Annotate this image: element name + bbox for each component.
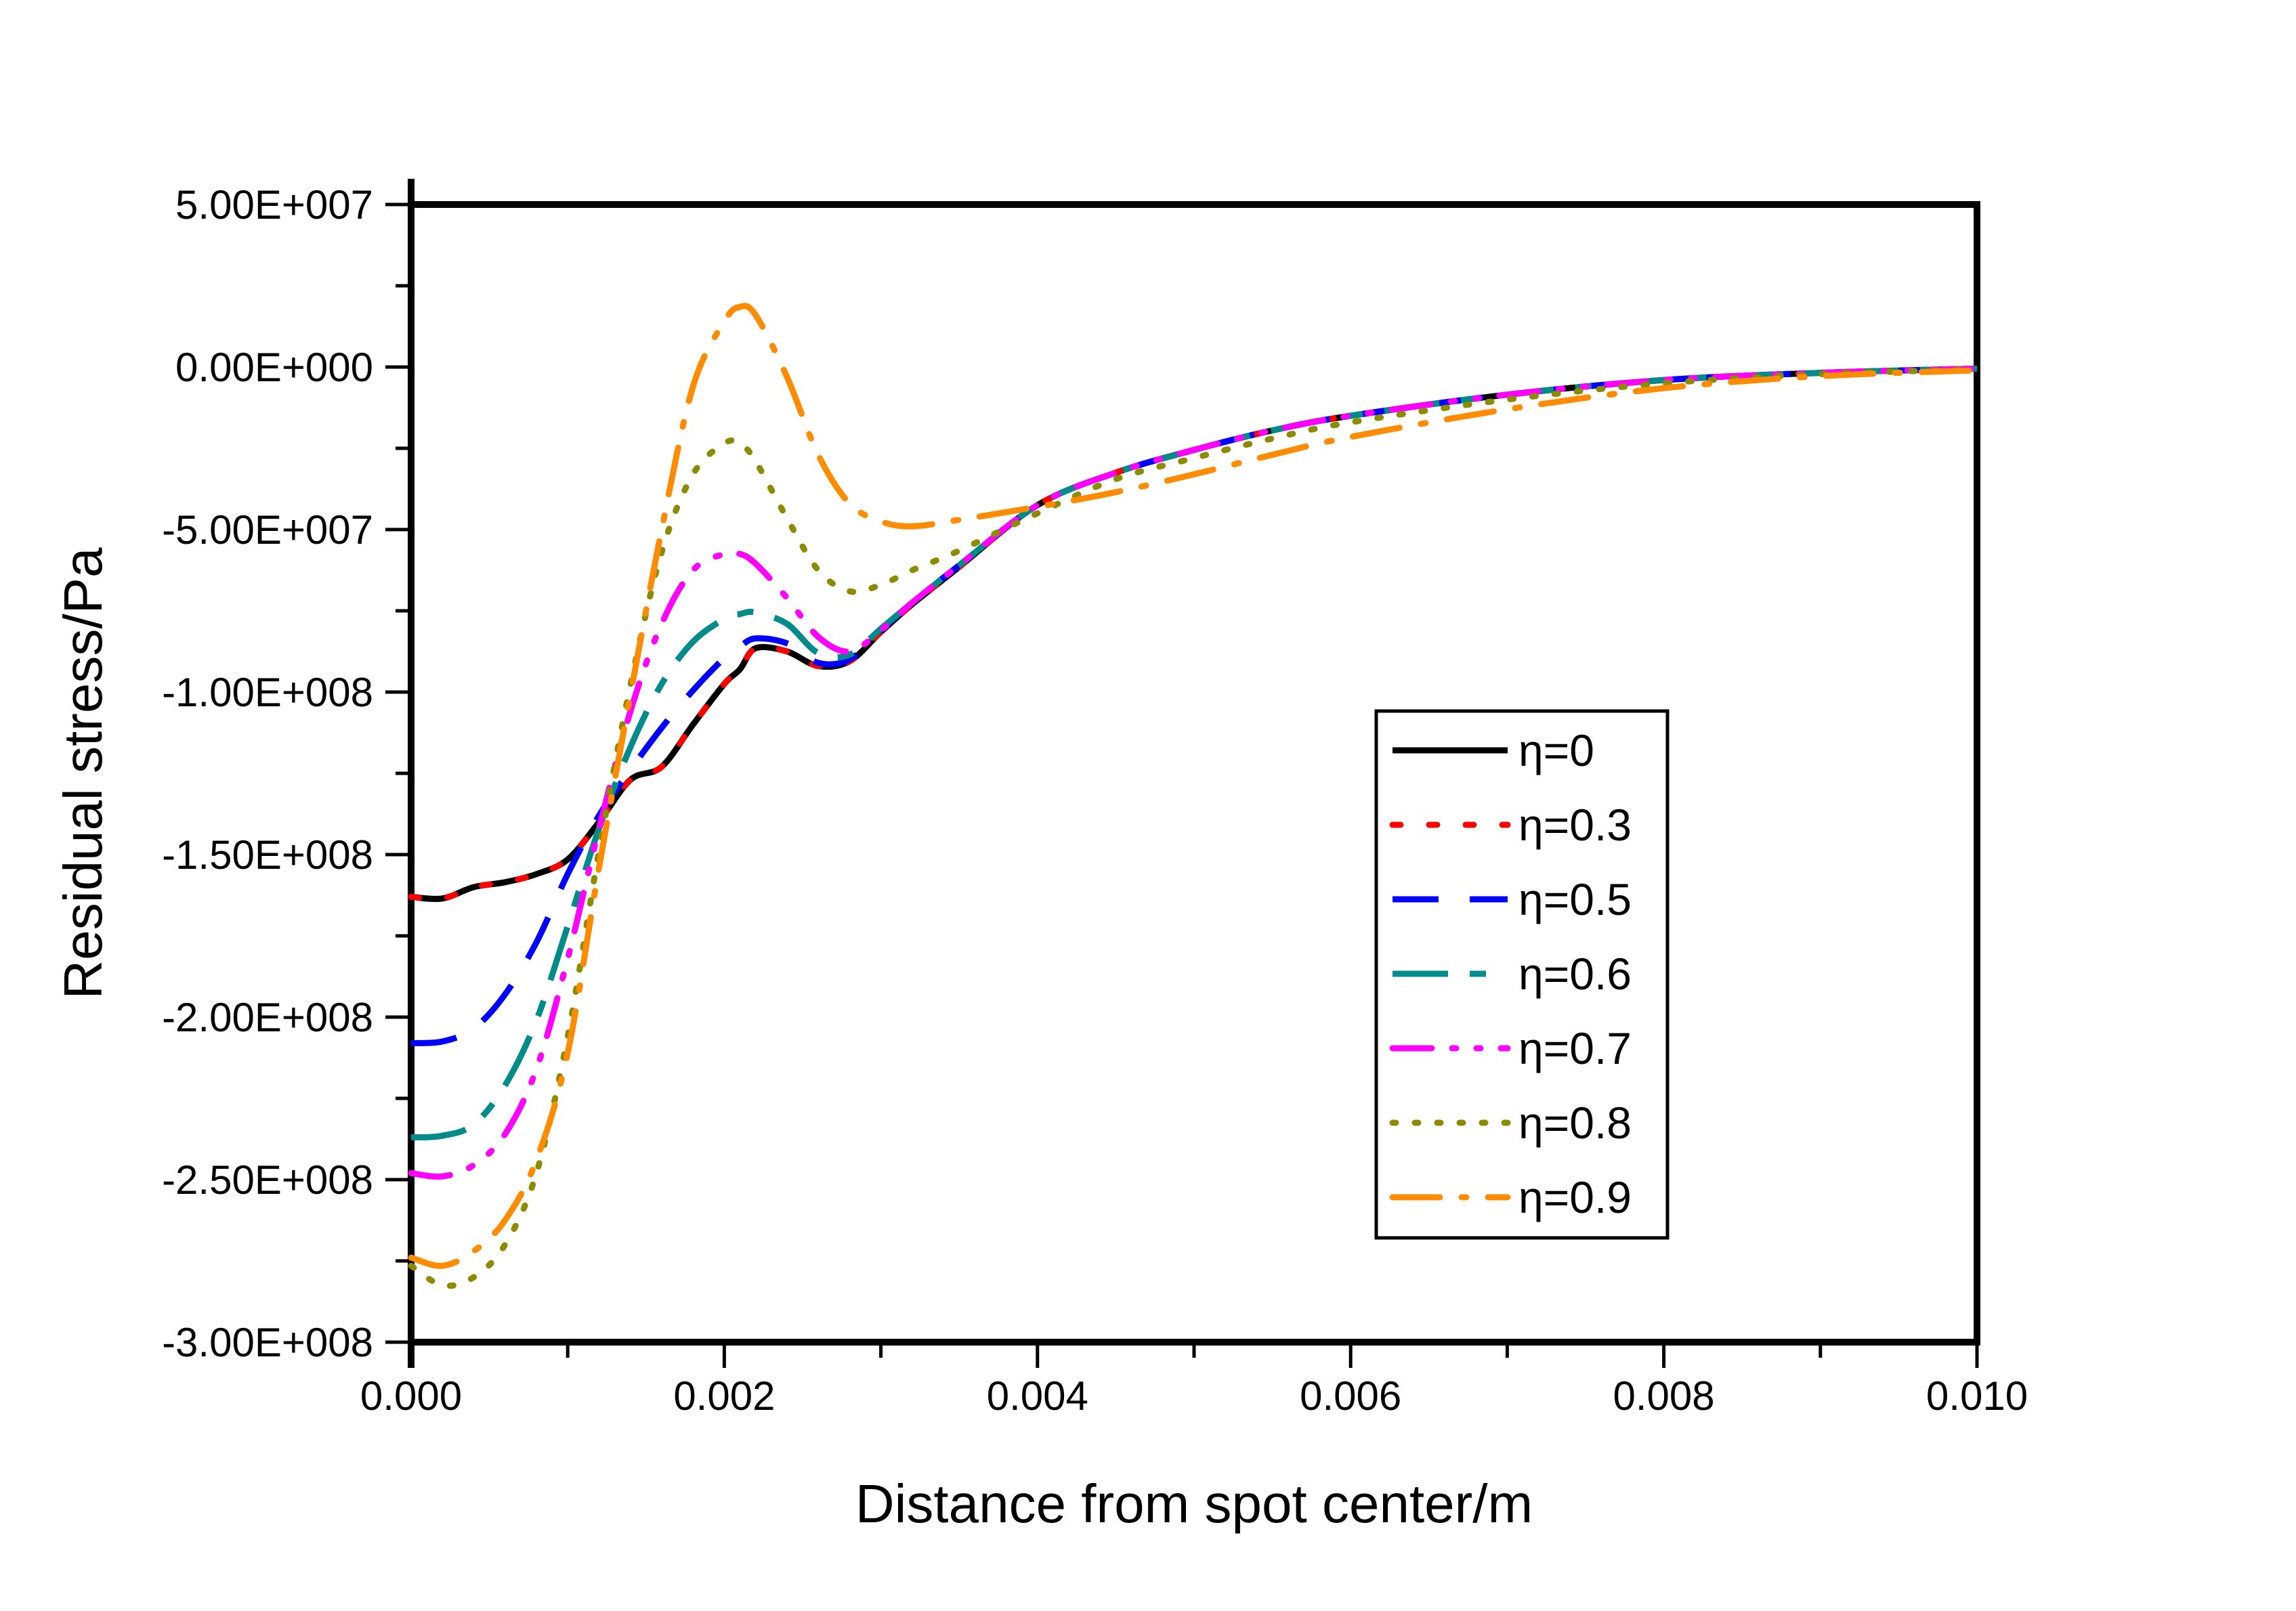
legend-label-η=0: η=0 [1518,725,1594,775]
x-tick-label: 0.008 [1613,1373,1715,1419]
legend-label-η=0.7: η=0.7 [1518,1023,1632,1073]
series-curve-η=0.6 [410,365,1978,1141]
x-tick-label: 0.002 [673,1373,775,1419]
chart-static-layer: Distance from spot center/m Residual str… [53,547,1533,1534]
legend-label-η=0.3: η=0.3 [1518,800,1632,850]
legend-label-η=0.8: η=0.8 [1518,1098,1632,1148]
series-curve-η=0.9 [408,303,1980,1269]
x-tick-label: 0.006 [1300,1373,1401,1419]
y-tick-label: -2.50E+008 [162,1157,373,1203]
x-tick-label: 0.010 [1926,1373,2028,1419]
y-tick-label: -2.00E+008 [162,995,373,1040]
y-tick-label: -1.00E+008 [162,670,373,715]
legend-label-η=0.9: η=0.9 [1518,1172,1632,1222]
legend-label-η=0.5: η=0.5 [1518,874,1632,924]
chart-plot-layer: 5.00E+007 0.00E+000 -5.00E+007 -1.00E+008 -1… [162,179,2028,1419]
y-tick-label: 0.00E+000 [175,345,373,390]
series-curve-η=0.7 [408,365,1980,1180]
y-axis-title: Residual stress/Pa [53,547,113,999]
y-tick-label: -1.50E+008 [162,832,373,878]
x-axis-title: Distance from spot center/m [855,1474,1533,1534]
y-tick-label: -5.00E+007 [162,507,373,553]
y-tick-label: 5.00E+007 [175,182,373,228]
y-tick-label: -3.00E+008 [162,1320,373,1365]
x-tick-label: 0.004 [987,1373,1088,1419]
series-curve-η=0.8 [408,366,1980,1289]
legend-label-η=0.6: η=0.6 [1518,949,1632,999]
x-tick-label: 0.000 [360,1373,462,1419]
series-curve-η=0.5 [410,365,1978,1046]
